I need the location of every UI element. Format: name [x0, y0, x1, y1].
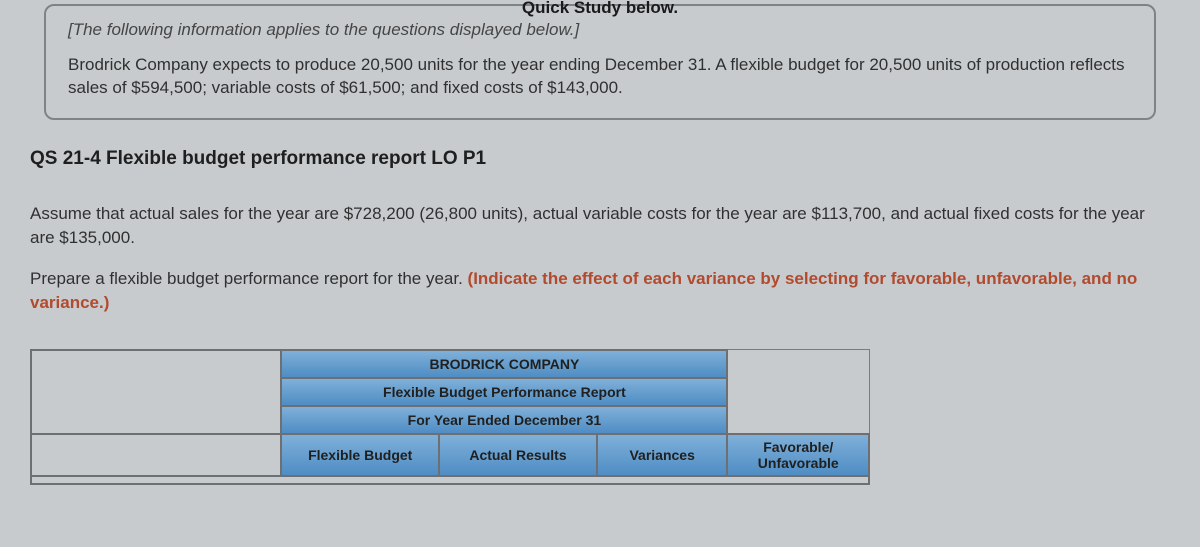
table-title-report: Flexible Budget Performance Report: [281, 378, 727, 406]
assume-paragraph: Assume that actual sales for the year ar…: [30, 202, 1170, 250]
table-body-start[interactable]: [31, 476, 869, 484]
info-panel: [The following information applies to th…: [44, 4, 1156, 120]
table-title-company: BRODRICK COMPANY: [281, 350, 727, 378]
partial-heading-clip: Quick Study below.: [0, 0, 1200, 18]
col-favorable-unfavorable[interactable]: Favorable/ Unfavorable: [727, 434, 869, 476]
info-italic-note: [The following information applies to th…: [68, 20, 1132, 40]
col-actual-results[interactable]: Actual Results: [439, 434, 597, 476]
question-heading: QS 21-4 Flexible budget performance repo…: [30, 148, 1170, 170]
prepare-paragraph: Prepare a flexible budget performance re…: [30, 267, 1170, 315]
prepare-plain: Prepare a flexible budget performance re…: [30, 269, 468, 288]
question-section: QS 21-4 Flexible budget performance repo…: [0, 120, 1200, 315]
report-table-container: BRODRICK COMPANY Flexible Budget Perform…: [30, 349, 1170, 485]
row-label-spacer-2: [31, 434, 281, 476]
row-label-spacer: [31, 350, 281, 434]
col-flexible-budget[interactable]: Flexible Budget: [281, 434, 439, 476]
info-body-text: Brodrick Company expects to produce 20,5…: [68, 54, 1132, 100]
col-variances[interactable]: Variances: [597, 434, 728, 476]
table-title-period: For Year Ended December 31: [281, 406, 727, 434]
right-spacer: [727, 350, 869, 434]
report-table[interactable]: BRODRICK COMPANY Flexible Budget Perform…: [30, 349, 870, 485]
